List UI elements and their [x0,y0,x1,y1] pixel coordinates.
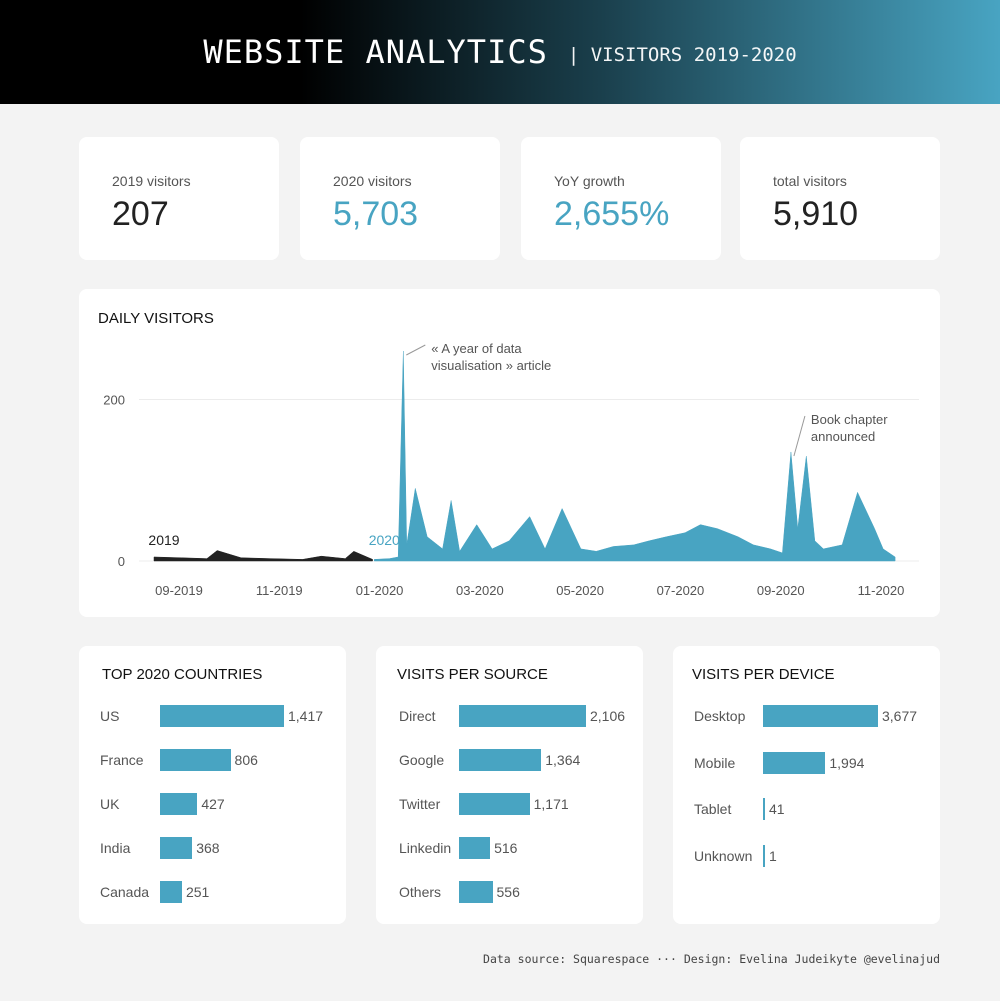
bar-category-label: Desktop [694,708,746,724]
bar-value-label: 251 [185,884,210,900]
kpi-value: 2,655% [554,195,670,233]
kpi-card-yoy: YoY growth 2,655% [521,137,721,260]
bar-value-label: 427 [201,796,225,812]
annotation-text: visualisation » article [431,358,551,373]
footer-credit: Data source: Squarespace ··· Design: Eve… [483,952,940,966]
kpi-label: 2020 visitors [333,173,412,189]
countries-title: TOP 2020 COUNTRIES [102,666,263,683]
bar [160,705,284,727]
series-label: 2019 [148,532,179,548]
x-tick-label: 11-2020 [858,583,905,598]
x-tick-label: 09-2020 [757,583,805,598]
bar-category-label: Canada [100,884,150,900]
kpi-value: 5,910 [773,195,859,233]
daily-visitors-chart: 0 200 09-2019 11-2019 01-2020 03-2020 05-2020 0… [103,341,919,598]
visits-per-device-card: VISITS PER DEVICE Desktop 3,677 Mobile 1,99… [673,646,940,924]
x-tick-label: 01-2020 [356,583,404,598]
bar-value-label: 1,417 [288,708,324,724]
bar-category-label: UK [100,796,120,812]
bar [160,837,193,859]
y-tick-label: 0 [118,554,125,569]
bar [763,751,826,774]
bar [763,844,765,867]
bar [459,881,493,903]
annotation-text: announced [811,429,875,444]
bar-value-label: 556 [496,884,520,900]
kpi-label: YoY growth [554,173,625,189]
bar-value-label: 2,106 [590,708,626,724]
bar-value-label: 1,364 [545,752,581,768]
kpi-card-2020: 2020 visitors 5,703 [300,137,500,260]
kpi-value: 207 [112,195,169,233]
bar [763,798,765,820]
bar-category-label: Google [399,752,445,768]
bar-category-label: Direct [399,708,436,724]
annotation-text: « A year of data [431,341,522,356]
kpi-label: total visitors [773,173,847,189]
bar-value-label: 1 [769,847,777,864]
bar-value-label: 3,677 [882,708,918,724]
annotation-leader [406,344,426,356]
bar-category-label: India [100,840,131,856]
bar-value-label: 41 [769,801,785,817]
kpi-value: 5,703 [333,195,419,233]
bar [763,705,878,727]
x-tick-label: 07-2020 [657,583,705,598]
annotation-leader [793,415,806,457]
x-tick-label: 05-2020 [556,583,604,598]
top-countries-card: TOP 2020 COUNTRIES US 1,417 France 806 UK 427… [79,646,346,924]
page-title: WEBSITE ANALYTICS [203,33,548,71]
bar-value-label: 1,994 [829,754,865,771]
x-tick-label: 11-2019 [256,583,303,598]
x-tick-label: 03-2020 [456,583,504,598]
kpi-card-2019: 2019 visitors 207 [79,137,279,260]
bar [459,749,542,771]
bar [160,749,231,771]
bar [160,793,198,815]
series-label: 2020 [369,532,400,548]
bar-category-label: Unknown [694,847,753,864]
bar-category-label: Mobile [694,754,736,771]
device-title: VISITS PER DEVICE [692,666,835,683]
bar-value-label: 516 [494,840,518,856]
bar [459,705,586,727]
series-area-2019 [153,550,373,562]
bar-value-label: 368 [196,840,220,856]
kpi-card-total: total visitors 5,910 [740,137,940,260]
daily-visitors-card: DAILY VISITORS 0 200 09-2019 11-2019 01-2020… [79,289,940,617]
bar [459,837,491,859]
chart-title: DAILY VISITORS [98,310,214,327]
series-area-2020 [374,350,896,562]
header-banner: WEBSITE ANALYTICS | VISITORS 2019-2020 [0,0,1000,104]
bar [459,793,530,815]
bar-category-label: Tablet [694,801,732,817]
kpi-label: 2019 visitors [112,173,191,189]
page-subtitle: | VISITORS 2019-2020 [567,44,797,66]
x-tick-label: 09-2019 [155,583,203,598]
bar-category-label: Others [399,884,442,900]
visits-per-source-card: VISITS PER SOURCE Direct 2,106 Google 1,364… [376,646,643,924]
annotation-text: Book chapter [811,412,888,427]
bar [160,881,182,903]
bar-category-label: Linkedin [399,840,452,856]
bar-category-label: US [100,708,120,724]
bar-value-label: 806 [234,752,258,768]
bar-value-label: 1,171 [533,796,569,812]
bar-category-label: Twitter [399,796,441,812]
source-title: VISITS PER SOURCE [397,666,548,683]
y-tick-label: 200 [103,392,125,407]
bar-category-label: France [100,752,144,768]
